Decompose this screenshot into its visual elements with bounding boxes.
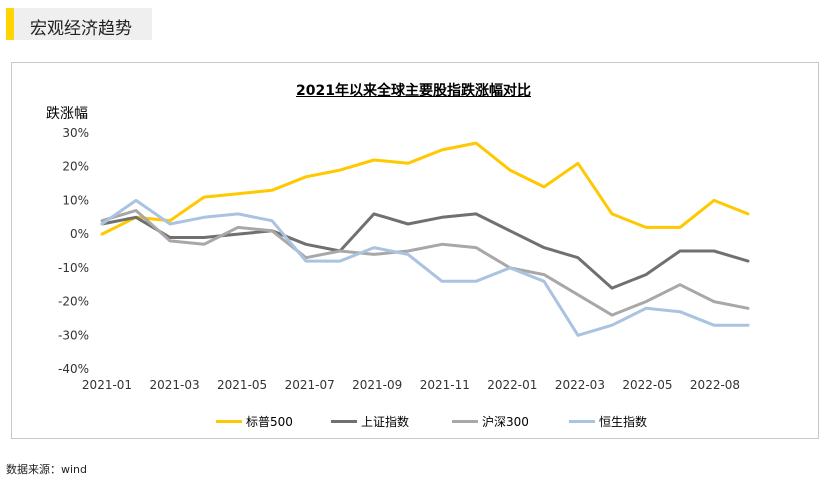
x-tick-label: 2022-05 bbox=[622, 378, 672, 392]
y-tick-label: -20% bbox=[58, 295, 89, 309]
x-tick-label: 2021-11 bbox=[420, 378, 470, 392]
chart-legend: 标普500 上证指数 沪深300 恒生指数 bbox=[0, 412, 827, 430]
section-title: 宏观经济趋势 bbox=[30, 19, 132, 39]
y-tick-label: -10% bbox=[58, 261, 89, 275]
x-tick-label: 2021-03 bbox=[149, 378, 199, 392]
y-tick-label: -40% bbox=[58, 362, 89, 376]
y-tick-label: -30% bbox=[58, 328, 89, 342]
legend-swatch bbox=[216, 419, 242, 423]
legend-label: 上证指数 bbox=[361, 414, 410, 429]
x-tick-label: 2021-01 bbox=[82, 378, 132, 392]
legend-item: 恒生指数 bbox=[569, 412, 647, 430]
x-tick-label: 2021-05 bbox=[217, 378, 267, 392]
legend-item: 沪深300 bbox=[452, 412, 529, 430]
legend-label: 恒生指数 bbox=[599, 414, 648, 429]
y-tick-label: 0% bbox=[70, 227, 89, 241]
legend-swatch bbox=[569, 419, 595, 423]
legend-item: 上证指数 bbox=[331, 412, 409, 430]
y-tick-label: 30% bbox=[62, 126, 89, 140]
chart-frame bbox=[11, 62, 819, 439]
x-tick-label: 2021-07 bbox=[285, 378, 335, 392]
legend-label: 沪深300 bbox=[482, 414, 529, 429]
x-tick-label: 2022-08 bbox=[690, 378, 740, 392]
y-tick-label: 20% bbox=[62, 160, 89, 174]
x-tick-label: 2021-09 bbox=[352, 378, 402, 392]
y-tick-label: 10% bbox=[62, 193, 89, 207]
x-tick-label: 2022-03 bbox=[555, 378, 605, 392]
series-line-1 bbox=[100, 212, 750, 290]
data-source: 数据来源：wind bbox=[6, 463, 88, 476]
legend-swatch bbox=[452, 419, 478, 423]
series-line-2 bbox=[100, 209, 750, 317]
series-line-3 bbox=[100, 198, 750, 337]
accent-bar bbox=[6, 8, 14, 40]
x-tick-label: 2022-01 bbox=[487, 378, 537, 392]
y-axis-label: 跌涨幅 bbox=[46, 106, 88, 122]
section-header: 宏观经济趋势 bbox=[6, 8, 152, 40]
legend-item: 标普500 bbox=[216, 412, 293, 430]
legend-swatch bbox=[331, 419, 357, 423]
series-line-0 bbox=[100, 141, 750, 236]
chart-title: 2021年以来全球主要股指跌涨幅对比 bbox=[296, 83, 531, 99]
legend-label: 标普500 bbox=[246, 414, 293, 429]
